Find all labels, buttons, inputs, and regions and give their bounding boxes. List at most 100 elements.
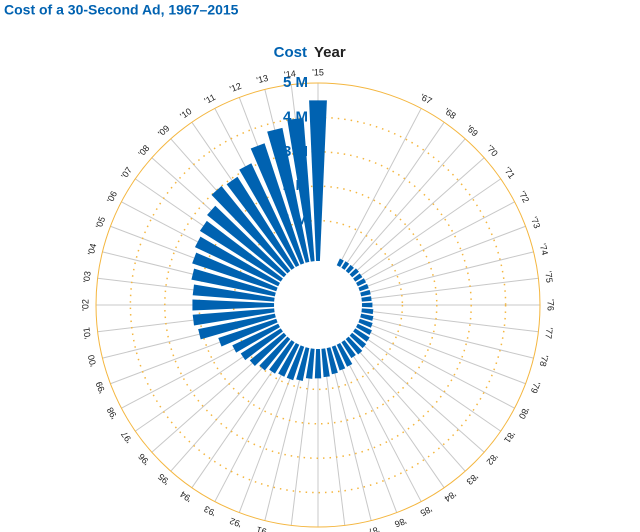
bar: [358, 318, 373, 328]
category-label: '74: [538, 242, 551, 256]
category-label: '71: [502, 165, 517, 180]
bar: [218, 318, 278, 347]
category-label: '96: [136, 452, 151, 467]
category-label: '73: [529, 215, 543, 230]
bar: [192, 252, 278, 292]
bar: [360, 289, 371, 297]
spoke: [367, 277, 539, 300]
grid-ring: [129, 116, 507, 494]
spoke: [355, 337, 485, 453]
spoke: [323, 354, 346, 526]
bar: [361, 302, 373, 308]
category-label: '92: [228, 516, 243, 530]
category-label: '85: [419, 504, 434, 518]
bar: [249, 332, 287, 367]
category-label: '03: [81, 271, 92, 284]
category-label: '80: [517, 406, 531, 421]
bar: [226, 176, 295, 270]
category-label: '00: [86, 354, 99, 368]
bar: [259, 336, 291, 371]
spoke: [367, 310, 539, 333]
bar: [349, 332, 367, 349]
category-label: '99: [94, 380, 108, 395]
bar: [349, 268, 359, 278]
bar: [358, 283, 369, 292]
bar: [232, 323, 280, 353]
category-label: '14: [284, 68, 297, 79]
outer-ring: [95, 82, 541, 528]
bar: [341, 261, 350, 270]
bar: [341, 340, 356, 359]
category-label: '06: [105, 189, 119, 204]
bar: [361, 296, 372, 302]
spoke: [364, 322, 526, 385]
category-label: '76: [546, 299, 556, 311]
category-label: '70: [484, 143, 499, 158]
category-label: '02: [80, 299, 90, 311]
category-label: '93: [202, 504, 217, 518]
category-label: '77: [543, 327, 554, 340]
category-label: '12: [228, 81, 243, 95]
spoke: [345, 345, 445, 488]
bar: [239, 163, 300, 267]
spoke: [358, 332, 501, 432]
bar: [198, 313, 276, 340]
value-header: Cost: [274, 44, 307, 61]
spoke: [290, 354, 313, 526]
category-label: '97: [119, 429, 134, 444]
bar: [353, 273, 363, 282]
spoke: [329, 353, 372, 521]
category-label: '98: [105, 406, 119, 421]
spoke: [358, 178, 501, 278]
bar: [360, 313, 374, 321]
bar: [331, 345, 346, 371]
bar: [345, 336, 363, 355]
bar: [286, 345, 305, 381]
category-label: '90: [284, 530, 297, 532]
category-label: '01: [81, 327, 92, 340]
category-label: '13: [255, 73, 269, 86]
category-label: '95: [156, 471, 171, 486]
bar: [250, 143, 305, 265]
spoke: [366, 251, 534, 294]
bar: [240, 328, 283, 361]
category-label: '91: [255, 525, 269, 532]
bar: [192, 308, 275, 326]
bar: [345, 264, 354, 274]
category-label: '69: [465, 123, 480, 138]
bar: [314, 348, 322, 379]
spoke: [350, 138, 466, 268]
bar: [287, 117, 315, 262]
category-label: '79: [529, 380, 543, 395]
category-label: '10: [178, 106, 193, 121]
category-label: '75: [543, 271, 554, 284]
category-label: '86: [393, 516, 408, 530]
bar: [361, 308, 374, 315]
category-label: '84: [442, 489, 457, 504]
spoke: [362, 327, 515, 409]
spoke: [362, 201, 515, 283]
y-tick-label: 5 M: [283, 74, 308, 91]
bar: [356, 278, 367, 287]
category-label: '87: [367, 525, 381, 532]
spoke: [340, 349, 422, 502]
bar: [269, 340, 295, 374]
chart-title: Cost of a 30-Second Ad, 1967–2015: [4, 2, 239, 18]
category-label: '15: [312, 67, 324, 77]
bar: [321, 348, 330, 378]
category-label: '82: [484, 452, 499, 467]
category-label: '04: [86, 242, 99, 256]
bar: [199, 220, 283, 282]
bar: [305, 348, 315, 379]
category-label: '05: [94, 215, 108, 230]
category-label: '83: [465, 471, 480, 486]
category-label: '67: [419, 92, 434, 106]
bar: [353, 328, 370, 342]
bar: [278, 343, 300, 377]
category-header: Year: [314, 44, 346, 61]
bar: [356, 323, 372, 335]
category-label: '09: [156, 123, 171, 138]
category-label: '94: [178, 489, 193, 504]
bar: [207, 205, 287, 278]
